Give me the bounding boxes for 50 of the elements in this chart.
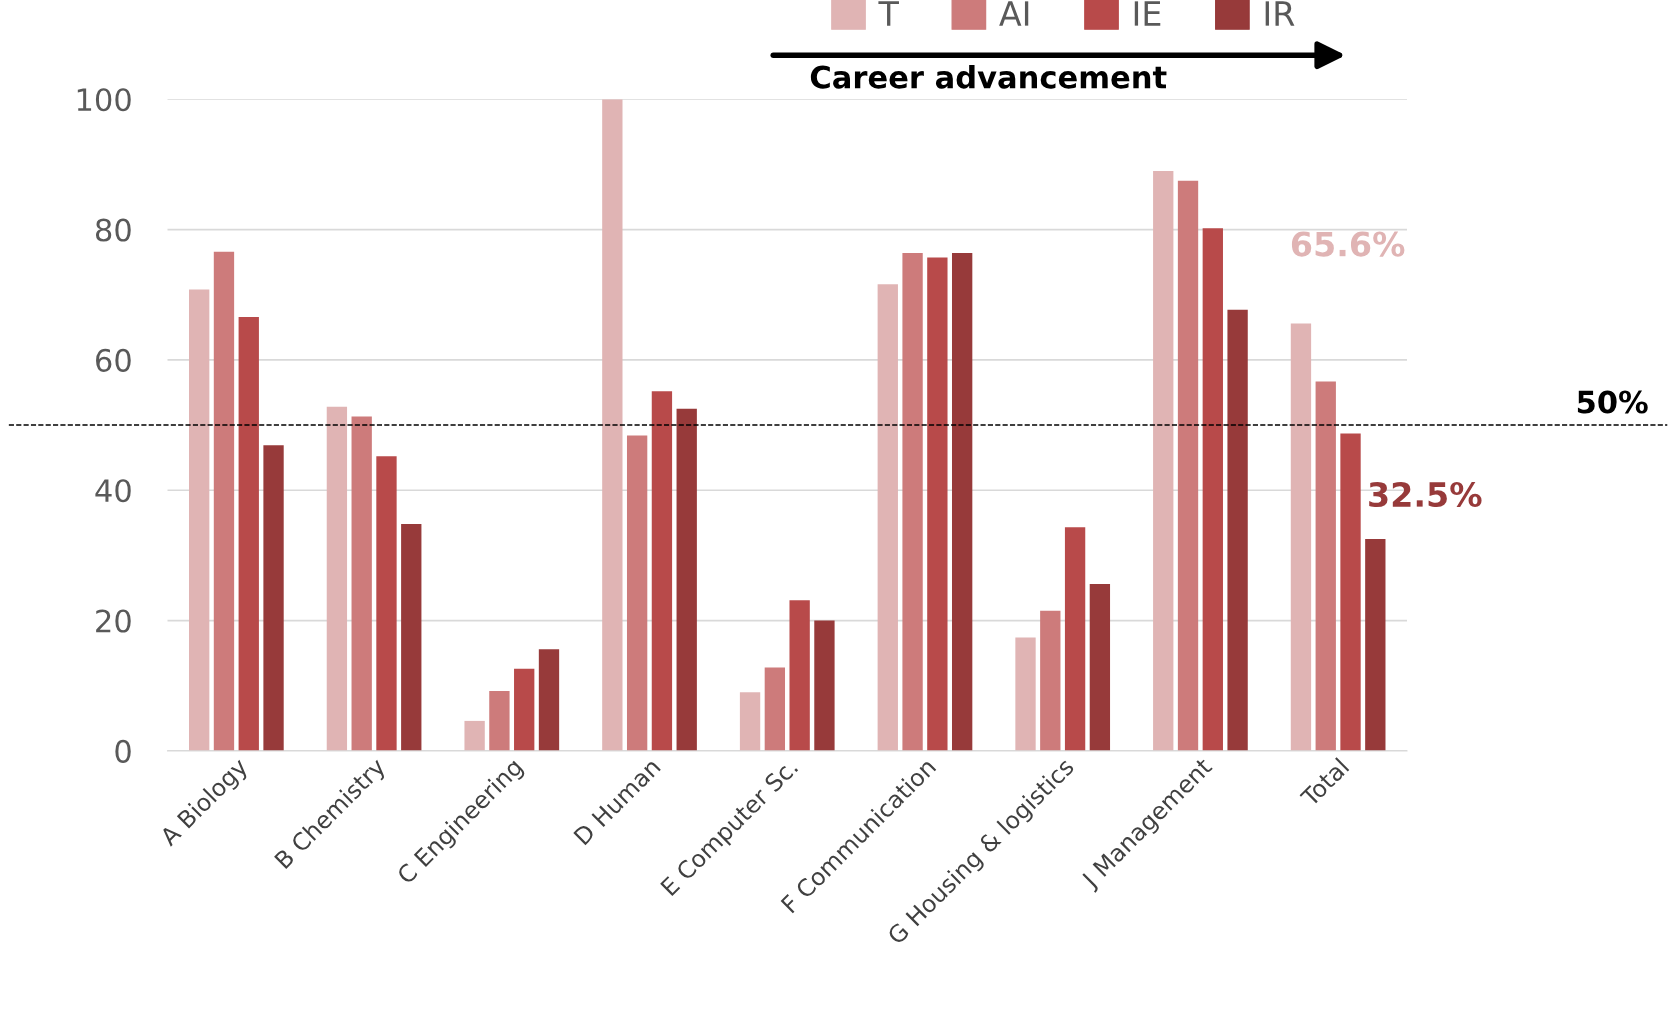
bar	[676, 408, 697, 751]
text: Career advancement	[810, 65, 1167, 89]
bar	[1089, 584, 1111, 751]
bar	[814, 620, 835, 751]
annotation: 65.6%	[1291, 231, 1405, 257]
bar	[764, 667, 786, 751]
bar	[213, 251, 235, 751]
ref-line-label: 50%	[1577, 390, 1648, 414]
bar	[1340, 433, 1361, 751]
bar	[1227, 309, 1248, 751]
bar	[1365, 539, 1386, 751]
bar	[1202, 228, 1223, 751]
legend-label: AI	[999, 1, 1029, 26]
bar	[401, 524, 422, 751]
bar	[927, 257, 948, 751]
bar	[626, 435, 648, 751]
bar	[1015, 637, 1036, 751]
bar	[376, 456, 397, 751]
bar	[902, 253, 923, 751]
annotation: 32.5%	[1369, 481, 1482, 508]
y-tick-label: 100	[77, 88, 131, 112]
legend-label: IE	[1134, 1, 1161, 26]
bar	[602, 99, 623, 751]
bar	[1315, 381, 1336, 751]
y-tick-label: 0	[115, 739, 131, 763]
bar	[1040, 610, 1061, 751]
y-tick-label: 40	[95, 479, 131, 503]
bar	[1177, 180, 1199, 751]
bar	[514, 668, 535, 751]
bar	[238, 316, 259, 751]
bar	[263, 445, 284, 751]
bar	[651, 391, 673, 751]
bar	[1153, 170, 1174, 751]
legend-label: IR	[1265, 1, 1295, 26]
bar	[1064, 527, 1086, 751]
bar	[326, 406, 348, 751]
y-tick-label: 60	[96, 348, 131, 372]
bar	[351, 416, 372, 751]
bar	[789, 600, 810, 751]
bar	[538, 649, 560, 751]
bar	[951, 253, 973, 751]
bar	[739, 692, 761, 751]
y-tick-label: 80	[95, 218, 131, 242]
bar	[489, 690, 510, 751]
legend-label: T	[878, 1, 899, 26]
bar	[189, 289, 210, 751]
y-tick-label: 20	[96, 609, 131, 633]
bar	[464, 720, 485, 751]
bar	[877, 284, 898, 751]
bar	[1290, 323, 1312, 751]
